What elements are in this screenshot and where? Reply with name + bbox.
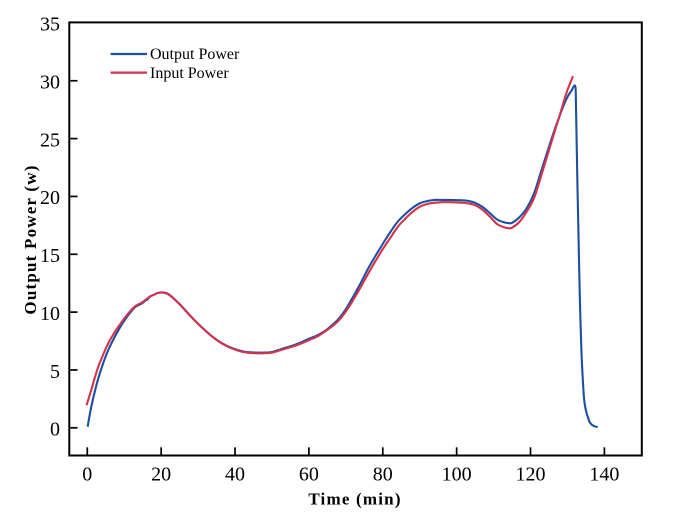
- svg-text:120: 120: [516, 464, 546, 486]
- svg-text:20: 20: [151, 464, 171, 486]
- svg-text:0: 0: [50, 419, 60, 441]
- svg-text:140: 140: [589, 464, 619, 486]
- svg-text:Time (min): Time (min): [308, 490, 401, 509]
- svg-text:100: 100: [442, 464, 472, 486]
- svg-text:80: 80: [373, 464, 393, 486]
- svg-text:Output Power: Output Power: [150, 46, 240, 63]
- svg-text:Input Power: Input Power: [150, 65, 229, 82]
- svg-text:40: 40: [225, 464, 245, 486]
- svg-text:0: 0: [82, 464, 92, 486]
- svg-text:20: 20: [40, 187, 60, 209]
- svg-text:Output Power (w): Output Power (w): [21, 164, 40, 314]
- svg-text:10: 10: [40, 303, 60, 325]
- svg-text:35: 35: [40, 14, 60, 36]
- svg-text:60: 60: [299, 464, 319, 486]
- svg-text:30: 30: [40, 72, 60, 94]
- svg-text:15: 15: [40, 245, 60, 267]
- svg-text:25: 25: [40, 129, 60, 151]
- svg-text:5: 5: [50, 361, 60, 383]
